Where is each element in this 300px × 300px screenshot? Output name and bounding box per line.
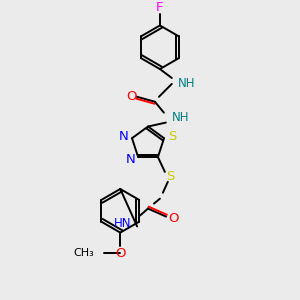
- Text: N: N: [125, 152, 135, 166]
- Text: O: O: [115, 247, 125, 260]
- Text: S: S: [167, 170, 175, 183]
- Text: HN: HN: [114, 217, 131, 230]
- Text: NH: NH: [172, 111, 189, 124]
- Text: F: F: [156, 1, 164, 14]
- Text: CH₃: CH₃: [74, 248, 94, 258]
- Text: O: O: [169, 212, 179, 225]
- Text: N: N: [119, 130, 129, 143]
- Text: O: O: [126, 90, 136, 103]
- Text: S: S: [168, 130, 176, 143]
- Text: NH: NH: [178, 77, 195, 90]
